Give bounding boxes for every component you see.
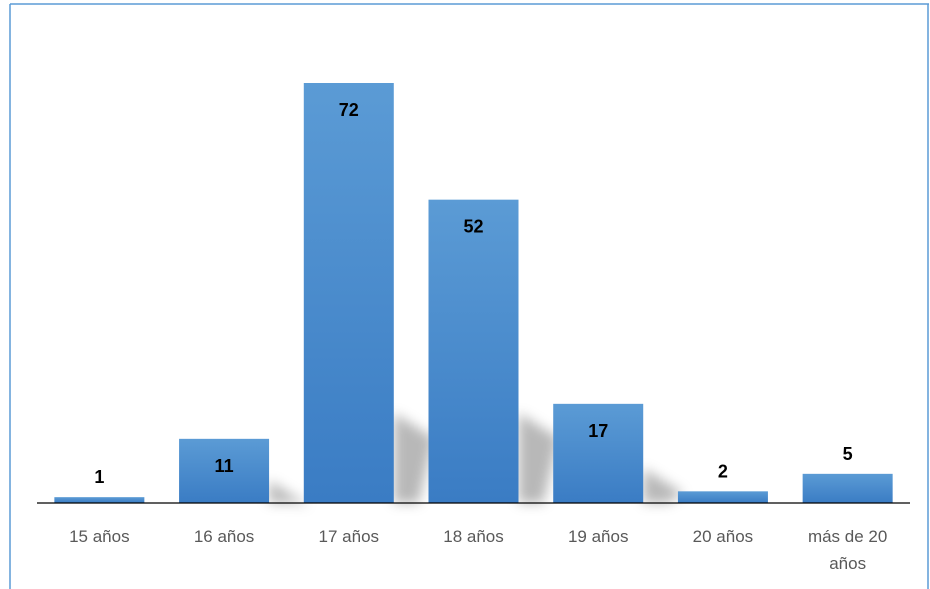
bar [802, 473, 893, 503]
x-tick-label: 16 años [194, 527, 255, 546]
x-tick-label: 18 años [443, 527, 504, 546]
bar-shadow [393, 413, 434, 503]
category-labels: 15 años 16 años 17 años 18 años 19 años 20 añ… [69, 527, 887, 573]
bar [428, 199, 519, 503]
x-tick-label: 20 años [693, 527, 754, 546]
x-tick-label: 15 años [69, 527, 130, 546]
bar-shadow [643, 468, 684, 503]
x-tick-label: más de 20 años [808, 527, 887, 573]
bar [179, 438, 270, 503]
data-label: 17 [588, 421, 608, 441]
data-label: 11 [215, 456, 234, 476]
data-label: 72 [339, 100, 359, 120]
bar [553, 403, 644, 503]
x-tick-label: 19 años [568, 527, 629, 546]
bar [54, 497, 145, 503]
data-label: 2 [718, 461, 728, 481]
bar-shadow [269, 480, 310, 506]
x-tick-label: 17 años [319, 527, 380, 546]
bars [54, 83, 893, 503]
data-label: 52 [463, 217, 483, 237]
bar-shadows [269, 413, 684, 506]
bar [677, 491, 768, 503]
bar [303, 83, 394, 503]
bar-shadow [518, 413, 559, 503]
data-label: 5 [843, 444, 853, 464]
data-label: 1 [94, 467, 104, 487]
